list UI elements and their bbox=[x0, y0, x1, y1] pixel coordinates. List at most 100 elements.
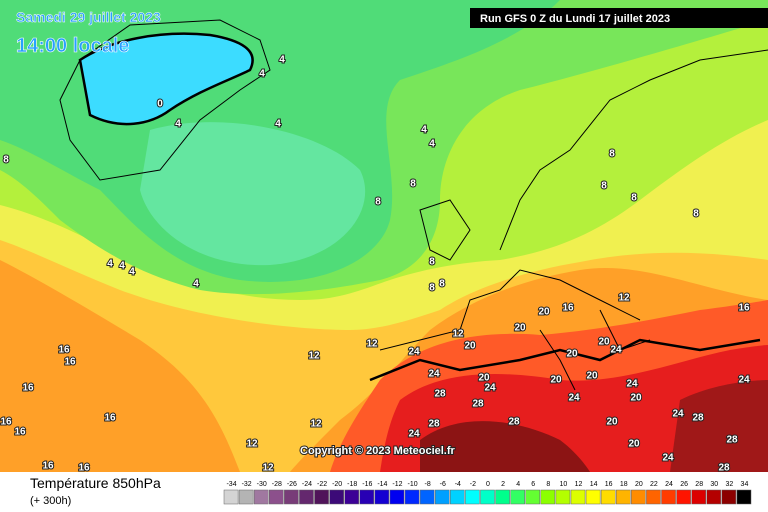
contour-label: 16 bbox=[14, 427, 26, 438]
contour-label: 8 bbox=[410, 179, 416, 190]
contour-label: 8 bbox=[375, 197, 381, 208]
legend-label: 34 bbox=[741, 481, 749, 488]
contour-label: 8 bbox=[429, 257, 435, 268]
contour-label: 24 bbox=[428, 369, 440, 380]
contour-label: 4 bbox=[421, 125, 427, 136]
legend-label: 2 bbox=[501, 481, 505, 488]
italy-greece bbox=[539, 309, 651, 391]
map-fields bbox=[0, 0, 768, 472]
contour-label: 28 bbox=[692, 413, 704, 424]
contour-label: 8 bbox=[429, 283, 435, 294]
contour-label: 24 bbox=[672, 409, 684, 420]
legend-label: -12 bbox=[392, 481, 402, 488]
europe-coast bbox=[379, 269, 641, 351]
contour-label: 12 bbox=[246, 439, 258, 450]
contour-label: 20 bbox=[538, 307, 550, 318]
greenland bbox=[59, 19, 271, 181]
contour-label: 12 bbox=[310, 419, 322, 430]
legend-swatch bbox=[269, 489, 284, 505]
legend-label: 24 bbox=[665, 481, 673, 488]
legend-label: 0 bbox=[486, 481, 490, 488]
contour-label: 8 bbox=[601, 181, 607, 192]
contour-label: 8 bbox=[439, 279, 445, 290]
legend-label: -22 bbox=[317, 481, 327, 488]
contour-label: 24 bbox=[408, 429, 420, 440]
legend-swatch bbox=[419, 489, 435, 505]
legend-label: 4 bbox=[516, 481, 520, 488]
legend-swatch bbox=[615, 489, 631, 505]
contour-label: 4 bbox=[259, 69, 265, 80]
contour-label: 28 bbox=[434, 389, 446, 400]
contour-label: 8 bbox=[631, 193, 637, 204]
legend-label: 10 bbox=[560, 481, 568, 488]
legend-swatch bbox=[736, 489, 752, 505]
legend-swatch bbox=[495, 489, 510, 505]
contour-label: 4 bbox=[429, 139, 435, 150]
contour-label: 12 bbox=[262, 463, 274, 474]
legend-swatch bbox=[661, 489, 676, 505]
legend-label: 26 bbox=[680, 481, 688, 488]
contour-label: 24 bbox=[610, 345, 622, 356]
legend-swatch bbox=[223, 489, 239, 505]
legend-swatch bbox=[404, 489, 420, 505]
legend-swatch bbox=[329, 489, 344, 505]
legend: -34 -32 -30 -28 -26 -24 -22 -20 -18 -16 -14 -12 -10-… bbox=[223, 481, 752, 505]
date: Samedi 29 juillet 2023 bbox=[16, 9, 161, 25]
greenland-ice bbox=[78, 32, 254, 126]
legend-label: 22 bbox=[650, 481, 658, 488]
contour-label: 0 bbox=[157, 99, 163, 110]
legend-swatch bbox=[344, 489, 360, 505]
legend-swatch bbox=[631, 489, 646, 505]
legend-label: 14 bbox=[590, 481, 598, 488]
contour-label: 16 bbox=[78, 463, 90, 474]
legend-swatch bbox=[646, 489, 661, 505]
contour-label: 12 bbox=[618, 293, 630, 304]
legend-label: 32 bbox=[725, 481, 733, 488]
legend-swatch bbox=[253, 489, 269, 505]
local-time: 14:00 locale bbox=[16, 35, 129, 57]
contour-label: 20 bbox=[478, 373, 490, 384]
contour-label: 24 bbox=[662, 453, 674, 464]
contour-label: 20 bbox=[628, 439, 640, 450]
contour-label: 16 bbox=[738, 303, 750, 314]
legend-swatch bbox=[585, 489, 601, 505]
legend-label: -18 bbox=[347, 481, 357, 488]
legend-swatch bbox=[299, 489, 314, 505]
legend-swatch bbox=[721, 489, 737, 505]
contour-label: 16 bbox=[0, 417, 12, 428]
legend-swatch bbox=[238, 489, 254, 505]
legend-swatch bbox=[706, 489, 722, 505]
legend-swatch bbox=[540, 489, 556, 505]
contour-label: 16 bbox=[64, 357, 76, 368]
legend-label: 12 bbox=[575, 481, 583, 488]
contour-label: 20 bbox=[630, 393, 642, 404]
legend-swatch bbox=[600, 489, 616, 505]
legend-label: 18 bbox=[620, 481, 628, 488]
contour-label: 8 bbox=[609, 149, 615, 160]
contour-label: 4 bbox=[175, 119, 181, 130]
field-28 bbox=[420, 421, 590, 472]
legend-swatch bbox=[465, 489, 480, 505]
contour-label: 24 bbox=[408, 347, 420, 358]
legend-label: -30 bbox=[257, 481, 267, 488]
legend-label: -2 bbox=[470, 481, 476, 488]
legend-swatch bbox=[314, 489, 329, 505]
legend-label: -16 bbox=[362, 481, 372, 488]
legend-swatch bbox=[691, 489, 706, 505]
legend-label: 20 bbox=[635, 481, 643, 488]
coastlines bbox=[59, 19, 768, 391]
contour-label: 16 bbox=[104, 413, 116, 424]
contour-label: 16 bbox=[22, 383, 34, 394]
contour-label: 20 bbox=[514, 323, 526, 334]
contour-label: 20 bbox=[566, 349, 578, 360]
contour-label: 20 bbox=[606, 417, 618, 428]
contour-label: 24 bbox=[626, 379, 638, 390]
run-box bbox=[470, 8, 768, 28]
contour-label: 28 bbox=[718, 463, 730, 474]
field-28-east bbox=[670, 380, 768, 472]
legend-label: -20 bbox=[332, 481, 342, 488]
legend-label: -10 bbox=[408, 481, 418, 488]
legend-swatch bbox=[570, 489, 586, 505]
legend-label: -14 bbox=[377, 481, 387, 488]
